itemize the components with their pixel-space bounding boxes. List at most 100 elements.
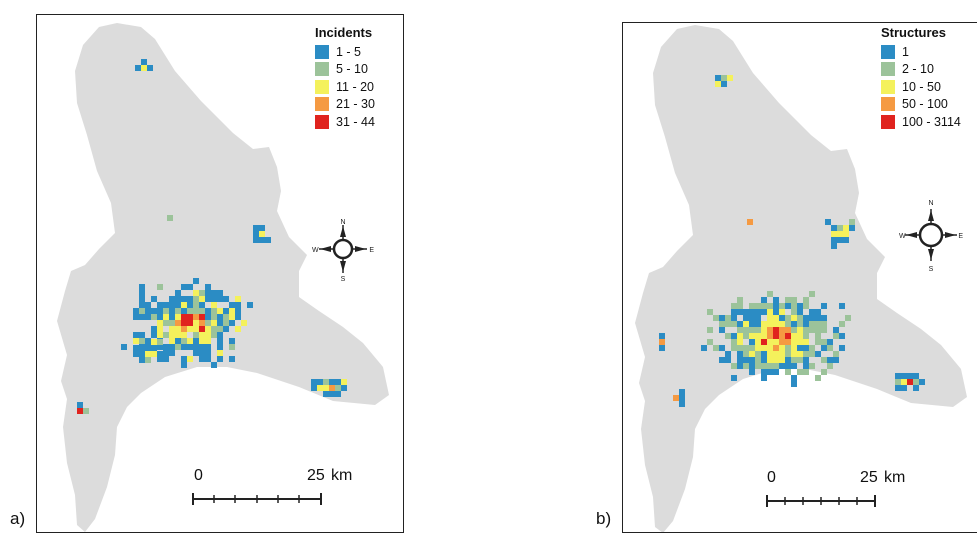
grid-cell xyxy=(779,315,785,321)
grid-cell xyxy=(721,81,727,87)
grid-cell xyxy=(725,357,731,363)
grid-cell xyxy=(181,326,187,332)
legend-swatch xyxy=(881,97,895,112)
grid-cell xyxy=(259,231,265,237)
grid-cell xyxy=(901,379,907,385)
grid-cell xyxy=(133,308,139,314)
grid-cell xyxy=(135,65,141,71)
grid-cell xyxy=(163,302,169,308)
legend-swatch xyxy=(881,79,895,94)
grid-cell xyxy=(791,339,797,345)
grid-cell xyxy=(317,385,323,391)
grid-cell xyxy=(193,338,199,344)
grid-cell xyxy=(83,408,89,414)
legend-swatch xyxy=(881,62,895,77)
grid-cell xyxy=(809,363,815,369)
grid-cell xyxy=(217,320,223,326)
grid-cell xyxy=(761,369,767,375)
grid-cell xyxy=(151,339,157,345)
grid-cell xyxy=(217,350,223,356)
grid-cell xyxy=(767,369,773,375)
grid-cell xyxy=(773,369,779,375)
grid-cell xyxy=(791,375,797,381)
grid-cell xyxy=(199,332,205,338)
grid-cell xyxy=(199,296,205,302)
grid-cell xyxy=(803,315,809,321)
grid-cell xyxy=(831,225,837,231)
grid-cell xyxy=(199,326,205,332)
legend-item: 31 - 44 xyxy=(315,113,375,131)
grid-cell xyxy=(767,291,773,297)
grid-cell xyxy=(785,363,791,369)
grid-cell xyxy=(157,326,163,332)
grid-cell xyxy=(163,356,169,362)
grid-cell xyxy=(139,338,145,344)
legend-label: 2 - 10 xyxy=(902,62,934,77)
grid-cell xyxy=(895,373,901,379)
grid-cell xyxy=(229,338,235,344)
grid-cell xyxy=(761,357,767,363)
grid-cell xyxy=(175,314,181,320)
legend-structures: Structures 1 2 - 10 10 - 50 50 - 100 100… xyxy=(881,25,961,131)
grid-cell xyxy=(749,333,755,339)
legend-item: 11 - 20 xyxy=(315,78,375,96)
grid-cell xyxy=(791,333,797,339)
grid-cell xyxy=(341,379,347,385)
grid-cell xyxy=(779,363,785,369)
grid-cell xyxy=(767,333,773,339)
grid-cell xyxy=(205,350,211,356)
grid-cell xyxy=(193,308,199,314)
grid-cell xyxy=(737,345,743,351)
legend-swatch xyxy=(315,62,329,77)
grid-cell xyxy=(749,309,755,315)
legend-label: 10 - 50 xyxy=(902,79,941,94)
grid-cell xyxy=(895,385,901,391)
grid-cell xyxy=(187,338,193,344)
grid-cell xyxy=(761,309,767,315)
grid-cell xyxy=(317,379,323,385)
grid-cell xyxy=(217,314,223,320)
grid-cell xyxy=(175,344,181,350)
scale-start: 0 xyxy=(767,469,776,486)
grid-cell xyxy=(731,303,737,309)
grid-cell xyxy=(707,327,713,333)
scale-ticks xyxy=(766,495,876,507)
grid-cell xyxy=(761,339,767,345)
grid-cell xyxy=(163,350,169,356)
grid-cell xyxy=(901,385,907,391)
grid-cell xyxy=(785,303,791,309)
grid-cell xyxy=(803,333,809,339)
grid-cell xyxy=(217,308,223,314)
grid-cell xyxy=(907,373,913,379)
legend-item: 2 - 10 xyxy=(881,61,961,79)
grid-cell xyxy=(907,379,913,385)
grid-cell xyxy=(193,350,199,356)
grid-cell xyxy=(235,314,241,320)
map-panel-structures: Structures 1 2 - 10 10 - 50 50 - 100 100… xyxy=(622,22,977,533)
grid-cell xyxy=(205,326,211,332)
grid-cell xyxy=(827,339,833,345)
grid-cell xyxy=(837,237,843,243)
grid-cell xyxy=(211,332,217,338)
grid-cell xyxy=(785,321,791,327)
grid-cell xyxy=(773,315,779,321)
grid-cell xyxy=(839,321,845,327)
grid-cell xyxy=(749,363,755,369)
grid-cell xyxy=(849,225,855,231)
grid-cell xyxy=(205,356,211,362)
grid-cell xyxy=(707,339,713,345)
grid-cell xyxy=(199,356,205,362)
grid-cell xyxy=(837,225,843,231)
grid-cell xyxy=(755,363,761,369)
grid-cell xyxy=(749,357,755,363)
grid-cell xyxy=(785,351,791,357)
grid-cell xyxy=(749,345,755,351)
grid-cell xyxy=(785,297,791,303)
grid-cell xyxy=(719,357,725,363)
grid-cell xyxy=(797,351,803,357)
grid-cell xyxy=(779,303,785,309)
grid-cell xyxy=(719,315,725,321)
grid-cell xyxy=(773,327,779,333)
grid-cell xyxy=(323,391,329,397)
grid-cell xyxy=(335,385,341,391)
